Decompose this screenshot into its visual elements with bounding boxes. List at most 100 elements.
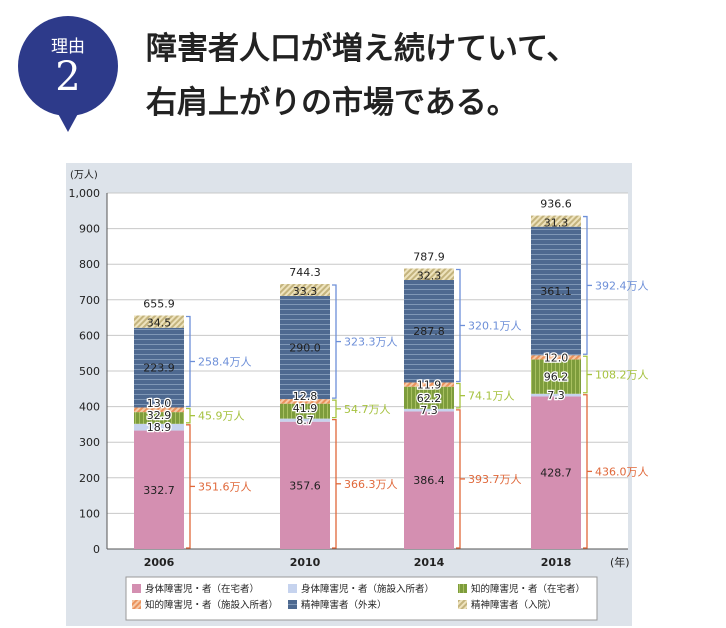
legend-swatch: [132, 600, 141, 609]
legend-swatch: [288, 584, 297, 593]
bracket-label: 392.4万人: [595, 279, 649, 292]
bracket-label: 351.6万人: [198, 480, 252, 493]
legend-swatch: [132, 584, 141, 593]
bar-segment: [134, 412, 184, 424]
data-label: 287.8: [413, 325, 445, 338]
data-label: 31.3: [544, 217, 569, 230]
legend-label: 身体障害児・者（施設入所者）: [301, 583, 434, 595]
bar-segment: [531, 215, 581, 227]
bar-segment: [280, 284, 330, 296]
y-tick-label: 100: [79, 507, 100, 520]
data-label: 11.9: [417, 379, 442, 392]
data-label: 7.3: [547, 389, 565, 402]
x-tick-label: 2018: [541, 556, 572, 569]
y-tick-label: 300: [79, 436, 100, 449]
bracket-label: 366.3万人: [344, 478, 398, 491]
data-label: 41.9: [293, 402, 318, 415]
bar-segment: [531, 226, 581, 356]
x-tick-label: 2014: [414, 556, 445, 569]
headline-line-1: 障害者人口が増え続けていて、: [146, 31, 578, 67]
bar-segment: [280, 295, 330, 400]
headline: 障害者人口が増え続けていて、 右肩上がりの市場である。: [146, 22, 578, 130]
data-label: 13.0: [147, 397, 172, 410]
data-label: 223.9: [143, 362, 175, 375]
data-label: 361.1: [540, 285, 572, 298]
data-label: 62.2: [417, 392, 442, 405]
bar-segment: [280, 403, 330, 419]
reason-badge: 理由 2: [18, 16, 118, 132]
data-label: 8.7: [296, 414, 314, 427]
data-label: 357.6: [289, 479, 321, 492]
total-label: 936.6: [540, 198, 572, 211]
bar-segment: [531, 355, 581, 360]
data-label: 12.0: [544, 351, 569, 364]
y-tick-label: 800: [79, 258, 100, 271]
badge-number: 2: [55, 54, 81, 100]
bar-segment: [531, 359, 581, 394]
bracket-label: 108.2万人: [595, 369, 649, 382]
badge-label: 理由: [51, 37, 85, 57]
bar-segment: [134, 430, 184, 549]
data-label: 7.3: [420, 404, 438, 417]
bar-segment: [134, 407, 184, 413]
legend-label: 精神障害者（入院）: [471, 599, 557, 611]
bracket-label: 320.1万人: [468, 319, 522, 332]
data-label: 32.9: [147, 409, 172, 422]
total-label: 787.9: [413, 251, 445, 264]
y-tick-label: 700: [79, 294, 100, 307]
y-tick-label: 600: [79, 329, 100, 342]
data-label: 34.5: [147, 316, 172, 329]
headline-line-2: 右肩上がりの市場である。: [146, 85, 518, 121]
data-label: 18.9: [147, 421, 172, 434]
bracket-label: 54.7万人: [344, 403, 391, 416]
bar-segment: [134, 423, 184, 431]
x-axis-label: (年): [610, 555, 630, 569]
legend-label: 知的障害児・者（在宅者）: [471, 583, 585, 595]
legend-swatch: [288, 600, 297, 609]
bracket-label: 436.0万人: [595, 465, 649, 478]
bar-segment: [531, 396, 581, 549]
bracket-label: 393.7万人: [468, 473, 522, 486]
bar-segment: [134, 327, 184, 408]
x-tick-label: 2006: [144, 556, 175, 569]
legend: [125, 576, 598, 621]
data-label: 33.3: [293, 285, 318, 298]
y-tick-label: 900: [79, 223, 100, 236]
bracket-label: 258.4万人: [198, 355, 252, 368]
bar-segment: [404, 411, 454, 549]
data-label: 386.4: [413, 474, 445, 487]
bar-segment: [404, 268, 454, 281]
y-axis-label: (万人): [70, 169, 98, 181]
x-tick-label: 2010: [290, 556, 321, 569]
y-tick-label: 200: [79, 472, 100, 485]
y-tick-label: 400: [79, 401, 100, 414]
legend-label: 精神障害者（外来）: [301, 599, 387, 611]
bracket-label: 323.3万人: [344, 336, 398, 349]
bar-segment: [404, 280, 454, 383]
y-tick-label: 500: [79, 365, 100, 378]
y-tick-label: 1,000: [69, 187, 101, 200]
bar-segment: [404, 386, 454, 409]
data-label: 96.2: [544, 371, 569, 384]
data-label: 428.7: [540, 467, 572, 480]
bracket-label: 74.1万人: [468, 390, 515, 403]
y-tick-label: 0: [93, 543, 100, 556]
bar-segment: [404, 408, 454, 412]
bar-segment: [280, 399, 330, 404]
bar-segment: [280, 418, 330, 422]
legend-label: 知的障害児・者（施設入所者）: [145, 599, 278, 611]
bar-segment: [134, 315, 184, 328]
bar-segment: [280, 421, 330, 549]
data-label: 12.8: [293, 390, 318, 403]
data-label: 332.7: [143, 484, 175, 497]
legend-label: 身体障害児・者（在宅者）: [145, 583, 259, 595]
total-label: 655.9: [143, 297, 175, 310]
bar-segment: [531, 393, 581, 397]
bar-segment: [404, 382, 454, 387]
data-label: 290.0: [289, 342, 321, 355]
legend-swatch: [458, 584, 467, 593]
bracket-label: 45.9万人: [198, 410, 245, 423]
legend-swatch: [458, 600, 467, 609]
data-label: 32.3: [417, 270, 442, 283]
